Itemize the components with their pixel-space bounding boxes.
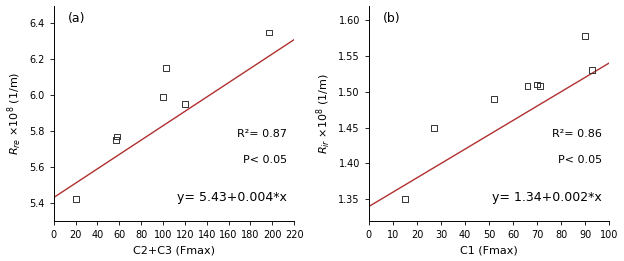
Point (587, 68, 597, 72)
Point (264, 30, 274, 34)
Point (71, 197, 80, 201)
Point (180, 102, 190, 106)
X-axis label: C2+C3 (Fmax): C2+C3 (Fmax) (133, 245, 215, 256)
Point (580, 34, 590, 38)
Point (112, 134, 122, 139)
Text: P< 0.05: P< 0.05 (243, 155, 287, 165)
Point (489, 97, 499, 101)
Point (161, 66, 171, 70)
Point (532, 82, 542, 87)
Point (111, 138, 121, 142)
X-axis label: C1 (Fmax): C1 (Fmax) (461, 245, 518, 256)
Point (400, 197, 410, 201)
Text: R²= 0.86: R²= 0.86 (552, 129, 602, 139)
Text: R²= 0.87: R²= 0.87 (237, 129, 287, 139)
Point (429, 126, 439, 130)
Text: y= 5.43+0.004*x: y= 5.43+0.004*x (177, 191, 287, 204)
Point (522, 84, 532, 88)
Text: (a): (a) (68, 12, 85, 25)
Y-axis label: $R_{ir}$ $\times$10$^{8}$ (1/m): $R_{ir}$ $\times$10$^{8}$ (1/m) (314, 73, 333, 153)
Text: y= 1.34+0.002*x: y= 1.34+0.002*x (492, 191, 602, 204)
Y-axis label: $R_{re}$ $\times$10$^{8}$ (1/m): $R_{re}$ $\times$10$^{8}$ (1/m) (6, 72, 24, 155)
Text: P< 0.05: P< 0.05 (558, 155, 602, 165)
Point (535, 84, 545, 88)
Text: (b): (b) (383, 12, 401, 25)
Point (158, 95, 168, 99)
